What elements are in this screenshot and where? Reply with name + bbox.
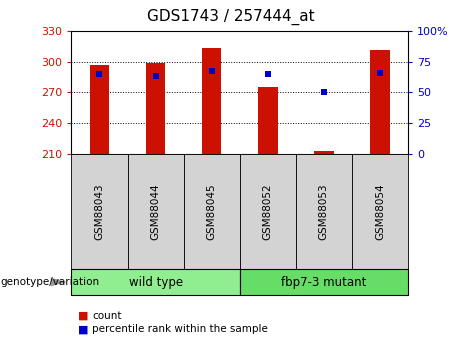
Text: GSM88044: GSM88044 bbox=[151, 183, 160, 240]
Text: genotype/variation: genotype/variation bbox=[0, 277, 99, 287]
Text: GSM88053: GSM88053 bbox=[319, 183, 329, 240]
Text: fbp7-3 mutant: fbp7-3 mutant bbox=[281, 276, 366, 288]
Text: wild type: wild type bbox=[129, 276, 183, 288]
Text: ■: ■ bbox=[78, 311, 89, 321]
Bar bbox=[146, 63, 165, 154]
Text: GDS1743 / 257444_at: GDS1743 / 257444_at bbox=[147, 9, 314, 25]
Bar bbox=[314, 151, 334, 154]
Text: GSM88054: GSM88054 bbox=[375, 183, 385, 240]
Bar bbox=[202, 48, 221, 154]
Bar bbox=[370, 50, 390, 154]
Text: count: count bbox=[92, 311, 122, 321]
Text: ■: ■ bbox=[78, 325, 89, 334]
Text: percentile rank within the sample: percentile rank within the sample bbox=[92, 325, 268, 334]
Text: GSM88052: GSM88052 bbox=[263, 183, 273, 240]
Text: GSM88043: GSM88043 bbox=[95, 183, 105, 240]
Bar bbox=[258, 87, 278, 154]
Bar bbox=[90, 65, 109, 154]
Text: GSM88045: GSM88045 bbox=[207, 183, 217, 240]
Polygon shape bbox=[51, 278, 67, 286]
